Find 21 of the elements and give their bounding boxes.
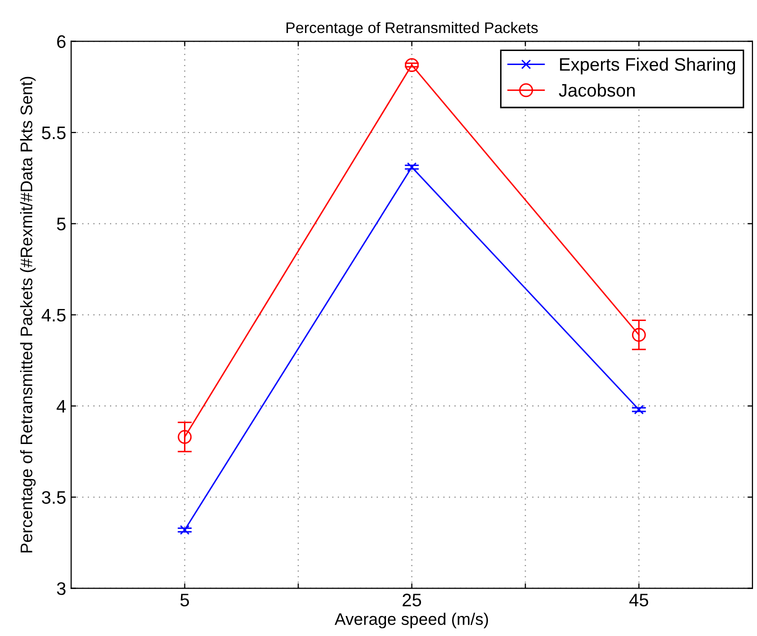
y-tick-label: 3: [56, 582, 66, 596]
point: [634, 404, 644, 414]
y-tick-label: 6: [57, 35, 66, 48]
y-tick-label: 5.5: [42, 126, 66, 140]
legend-label: Jacobson: [558, 83, 635, 97]
x-tick-label: 5: [180, 594, 189, 606]
y-axis-title: Percentage of Retransmitted Packets (#Rexmit/#Data Pkts Sent): [20, 76, 36, 552]
y-tick-label: 4: [56, 400, 66, 413]
y-tick-label: 4.5: [42, 308, 66, 322]
y-tick-label: 5: [56, 218, 66, 230]
legend-label: Experts Fixed Sharing: [560, 58, 736, 74]
chart-title: Percentage of Retransmitted Packets: [286, 22, 538, 36]
x-tick-label: 25: [402, 594, 422, 606]
y-tick-label: 3.5: [42, 491, 66, 504]
x-tick-label: 45: [629, 594, 648, 606]
point: [404, 58, 419, 72]
point: [178, 430, 192, 444]
x-axis-title: Average speed (m/s): [334, 612, 488, 628]
point: [180, 525, 190, 535]
point: [632, 328, 646, 342]
point: [406, 162, 417, 172]
